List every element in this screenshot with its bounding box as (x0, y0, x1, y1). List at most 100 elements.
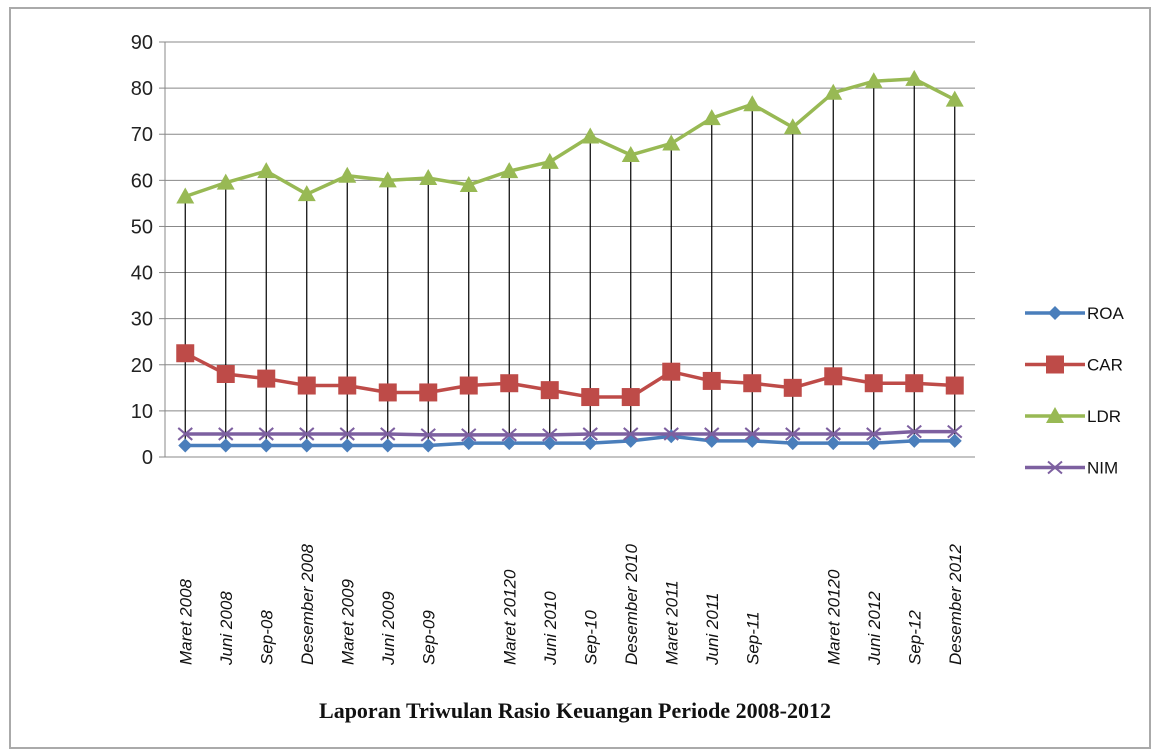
point-shape (825, 427, 841, 441)
point (257, 369, 276, 388)
point-shape (177, 427, 193, 441)
point (906, 424, 922, 439)
point (581, 388, 600, 407)
x-tick-label: Sep-08 (257, 610, 276, 665)
point (582, 427, 598, 441)
point (907, 433, 922, 448)
point (178, 438, 193, 453)
point (461, 436, 476, 451)
point (176, 344, 195, 363)
point (338, 376, 357, 395)
point (743, 374, 762, 393)
x-tick-label: Maret 20120 (824, 569, 843, 665)
x-tick-label: Maret 2008 (176, 578, 195, 665)
point (702, 109, 721, 126)
y-tick-label: 50 (131, 216, 153, 238)
x-tick-label: Maret 2009 (338, 578, 357, 665)
point (824, 367, 843, 386)
x-tick-label: Sep-11 (743, 611, 762, 665)
x-tick-label: Maret 2011 (662, 580, 681, 665)
point (623, 427, 639, 441)
point (905, 374, 924, 393)
point (542, 436, 557, 451)
point (258, 427, 274, 441)
point-shape (623, 427, 639, 441)
x-tick-label: Desember 2012 (946, 543, 965, 665)
point (1048, 306, 1062, 320)
point (459, 376, 478, 395)
point (864, 72, 883, 89)
point (663, 427, 679, 441)
point (218, 427, 234, 441)
point (905, 69, 924, 86)
point-shape (339, 427, 355, 441)
y-tick-label: 40 (131, 263, 153, 285)
point (259, 438, 274, 453)
point-shape (380, 427, 396, 441)
point (866, 427, 882, 441)
x-tick-label: Sep-10 (581, 610, 600, 665)
point (218, 438, 233, 453)
series-line (185, 429, 955, 437)
point (864, 374, 883, 393)
point (785, 436, 800, 451)
point (339, 427, 355, 441)
legend-label: LDR (1087, 407, 1121, 426)
y-tick-label: 10 (131, 401, 153, 423)
point (257, 162, 276, 179)
x-tick-label: Sep-12 (905, 610, 924, 665)
point-shape (663, 427, 679, 441)
x-tick-label: Maret 20120 (500, 569, 519, 665)
x-tick-label: Desember 2010 (622, 543, 641, 665)
y-tick-label: 70 (131, 124, 153, 146)
point-shape (1047, 460, 1063, 475)
point (500, 162, 519, 179)
point (502, 436, 517, 451)
point (945, 90, 964, 107)
point (378, 383, 397, 402)
x-tick-label: Juni 2011 (703, 593, 722, 666)
x-tick-label: Juni 2009 (379, 591, 398, 666)
y-tick-label: 30 (131, 309, 153, 331)
x-tick-label: Juni 2010 (541, 591, 560, 666)
point (176, 187, 195, 204)
point (621, 145, 640, 162)
legend-label: NIM (1087, 459, 1118, 478)
point (378, 171, 397, 188)
point (704, 427, 720, 441)
y-tick-label: 60 (131, 170, 153, 192)
point (297, 185, 316, 202)
point (583, 436, 598, 451)
point (500, 374, 519, 393)
point (380, 427, 396, 441)
point (542, 428, 558, 442)
point (1046, 355, 1064, 374)
y-tick-label: 90 (131, 32, 153, 54)
point (866, 436, 881, 451)
y-tick-label: 20 (131, 355, 153, 377)
point (825, 427, 841, 441)
point (783, 378, 802, 397)
point (826, 436, 841, 451)
x-tick-label: Juni 2008 (217, 591, 236, 666)
point (501, 428, 517, 442)
point (621, 388, 640, 407)
point (299, 438, 314, 453)
x-tick-label: Desember 2008 (298, 543, 317, 665)
point (540, 381, 559, 400)
y-tick-label: 80 (131, 78, 153, 100)
point-shape (704, 427, 720, 441)
legend-label: CAR (1087, 356, 1123, 375)
legend-label: ROA (1087, 304, 1125, 323)
point (945, 376, 964, 395)
point-shape (582, 427, 598, 441)
point-shape (420, 428, 436, 442)
y-tick-label: 0 (142, 447, 153, 469)
point-shape (542, 428, 558, 442)
point (581, 127, 600, 144)
point-shape (947, 424, 963, 439)
point (340, 438, 355, 453)
point (177, 427, 193, 441)
point (744, 427, 760, 441)
